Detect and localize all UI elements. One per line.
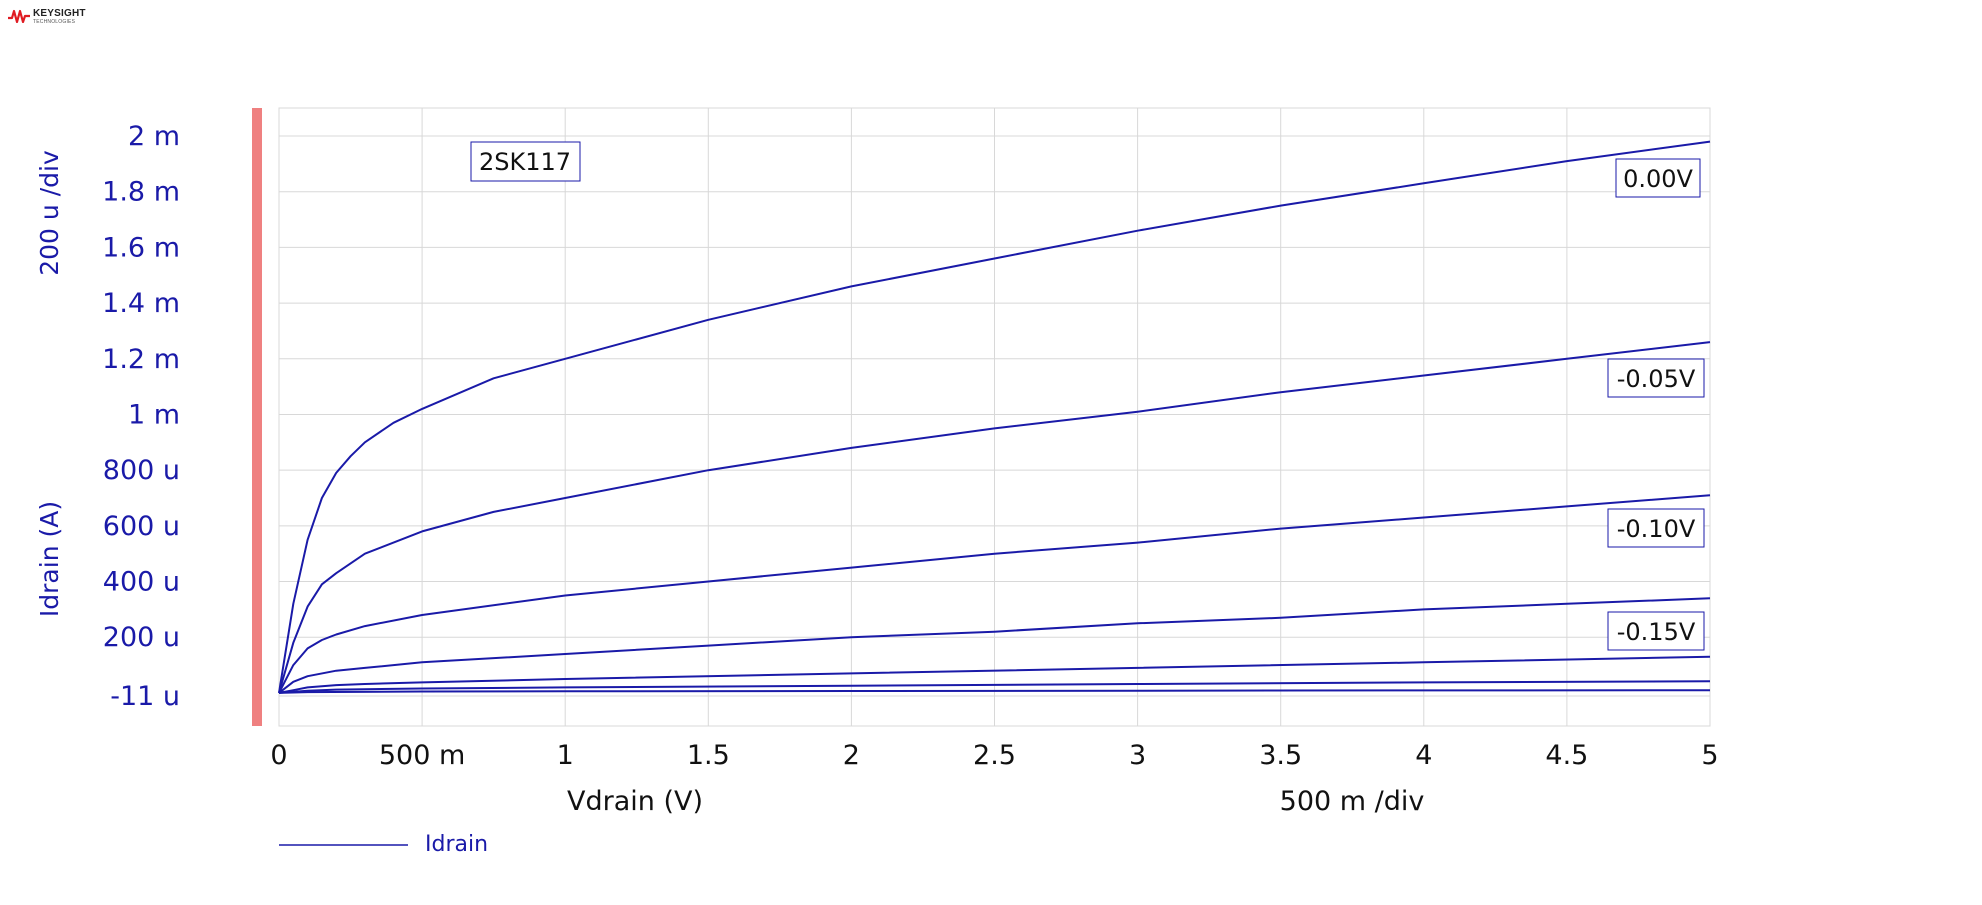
x-tick-label: 2.5: [973, 740, 1016, 771]
series-lines: [278, 140, 1711, 694]
x-axis-label: Vdrain (V): [567, 786, 703, 817]
x-tick-label: 4: [1415, 740, 1432, 771]
x-tick-label: 500 m: [379, 740, 465, 771]
series-line: [278, 494, 1711, 694]
y-tick-label: 1 m: [128, 399, 180, 430]
chart-grid: [278, 108, 1711, 726]
x-tick-labels: 0 500 m 1 1.5 2 2.5 3 3.5 4 4.5 5: [270, 740, 1718, 771]
keysight-logo: KEYSIGHT TECHNOLOGIES: [8, 6, 98, 26]
y-tick-label: 800 u: [103, 455, 180, 486]
annotation-box: 2SK117: [470, 141, 581, 182]
series-line: [278, 341, 1711, 694]
y-tick-label: 400 u: [103, 567, 180, 598]
chart-marker-bar: [252, 108, 262, 726]
series-label-text: 0.00V: [1623, 165, 1693, 193]
logo-name: KEYSIGHT: [33, 8, 86, 19]
keysight-wave-icon: [8, 9, 30, 23]
logo-subtitle: TECHNOLOGIES: [33, 19, 76, 25]
y-tick-labels: -11 u 200 u 400 u 600 u 800 u 1 m 1.2 m 1.4 m 1.…: [102, 121, 180, 712]
legend-label-idrain: Idrain: [425, 832, 488, 857]
x-tick-label: 4.5: [1545, 740, 1588, 771]
y-tick-label: 1.2 m: [102, 344, 180, 375]
plot-area-frame: [278, 107, 1711, 727]
x-tick-label: 1: [557, 740, 574, 771]
y-tick-label: -11 u: [110, 681, 180, 712]
x-tick-label: 1.5: [687, 740, 730, 771]
series-label: -0.15V: [1607, 611, 1705, 651]
y-tick-label: 600 u: [103, 511, 180, 542]
series-line: [278, 689, 1711, 694]
y-tick-label: 1.8 m: [102, 177, 180, 208]
y-tick-label: 2 m: [128, 121, 180, 152]
series-line: [278, 655, 1711, 694]
x-tick-label: 3.5: [1259, 740, 1302, 771]
x-tick-label: 5: [1701, 740, 1718, 771]
y-axis-label: Idrain (A): [35, 501, 64, 617]
series-labels: 0.00V -0.05V -0.10V -0.15V: [1607, 158, 1705, 651]
series-label-text: -0.15V: [1617, 618, 1696, 646]
series-label: 0.00V: [1615, 158, 1701, 198]
y-tick-label: 200 u: [103, 622, 180, 653]
series-label-text: -0.10V: [1617, 515, 1696, 543]
series-label-text: -0.05V: [1617, 365, 1696, 393]
y-tick-label: 1.6 m: [102, 232, 180, 263]
series-line: [278, 597, 1711, 694]
legend: Idrain: [279, 832, 488, 857]
x-tick-label: 0: [270, 740, 287, 771]
x-tick-label: 3: [1129, 740, 1146, 771]
chart-annotation: 2SK117: [479, 148, 571, 176]
series-line: [278, 680, 1711, 694]
series-line: [278, 140, 1711, 694]
series-label: -0.10V: [1607, 508, 1705, 548]
x-tick-label: 2: [843, 740, 860, 771]
x-axis-div-label: 500 m /div: [1280, 786, 1425, 817]
y-axis-div-label: 200 u /div: [35, 150, 64, 276]
series-label: -0.05V: [1607, 358, 1705, 398]
y-tick-label: 1.4 m: [102, 288, 180, 319]
